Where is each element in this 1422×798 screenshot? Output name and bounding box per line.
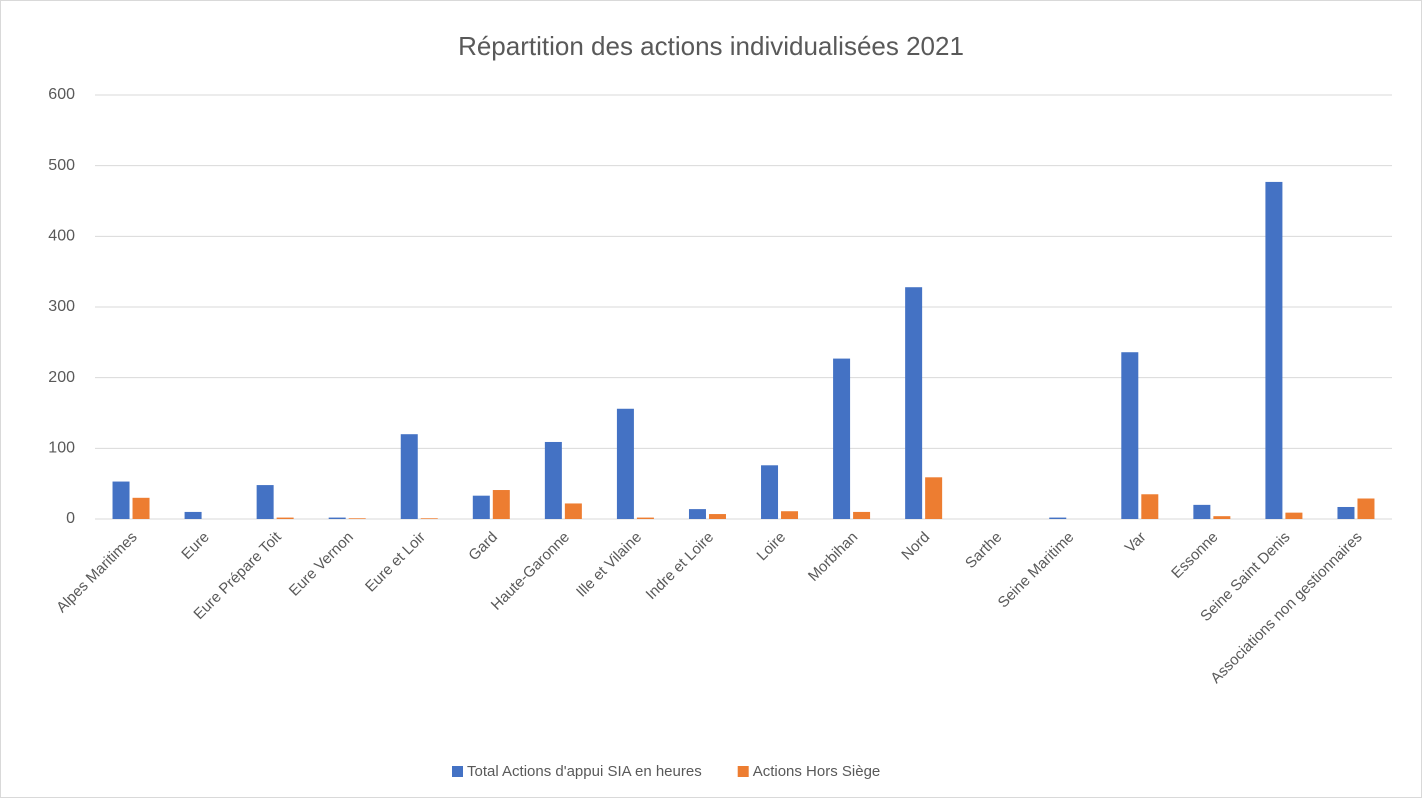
bar xyxy=(1285,512,1303,519)
bar xyxy=(833,358,851,519)
bar xyxy=(905,287,923,519)
bar xyxy=(1265,181,1283,520)
bar xyxy=(781,511,799,519)
bar xyxy=(1193,504,1211,519)
bar xyxy=(853,511,871,519)
bar xyxy=(184,511,202,519)
bar xyxy=(708,514,726,519)
bar xyxy=(132,497,150,519)
bar xyxy=(1121,352,1139,519)
bar xyxy=(256,485,274,519)
chart-title: Répartition des actions individualisées … xyxy=(458,31,964,61)
bar xyxy=(761,465,779,519)
bar xyxy=(472,495,490,519)
bar xyxy=(400,434,418,519)
y-tick-label: 600 xyxy=(48,86,75,103)
y-tick-label: 200 xyxy=(48,369,75,386)
y-tick-label: 100 xyxy=(48,440,75,457)
bar xyxy=(925,477,943,519)
legend-label: Total Actions d'appui SIA en heures xyxy=(467,763,702,780)
bar xyxy=(348,518,366,519)
bar xyxy=(636,517,654,519)
bar xyxy=(1357,498,1375,519)
bar xyxy=(328,517,346,519)
bar xyxy=(1337,506,1355,519)
legend-swatch xyxy=(737,766,749,777)
legend-label: Actions Hors Siège xyxy=(753,763,881,780)
bar xyxy=(420,518,438,519)
y-tick-label: 500 xyxy=(48,157,75,174)
y-tick-label: 300 xyxy=(48,298,75,315)
bar xyxy=(1141,494,1159,519)
bar xyxy=(544,441,562,519)
bar xyxy=(688,509,706,519)
bar xyxy=(112,481,130,519)
bar xyxy=(564,503,582,519)
bar xyxy=(1213,516,1231,519)
y-tick-label: 400 xyxy=(48,228,75,245)
legend-swatch xyxy=(452,766,463,777)
bar xyxy=(492,490,510,519)
bar xyxy=(1049,517,1067,519)
bar xyxy=(276,517,294,519)
bar xyxy=(616,408,634,519)
y-tick-label: 0 xyxy=(66,510,75,527)
